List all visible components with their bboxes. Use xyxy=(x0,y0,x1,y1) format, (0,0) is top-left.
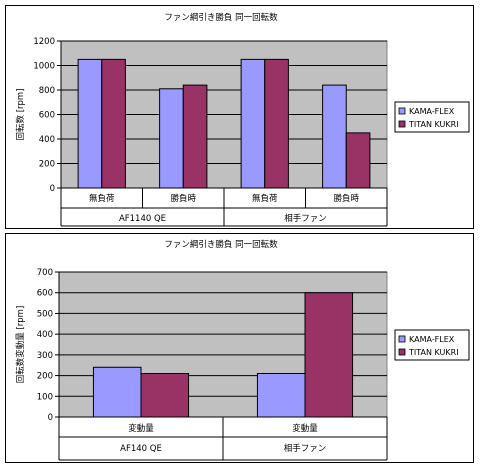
chart-title: ファン綱引き勝負 同一回転数 xyxy=(164,12,278,23)
legend-swatch xyxy=(398,107,406,115)
legend-label: TITAN KUKRI xyxy=(408,348,459,357)
y-tick-label: 0 xyxy=(50,184,55,194)
bar-titan-kukri xyxy=(182,84,208,189)
bar-kama-flex xyxy=(240,58,266,189)
group-label: 相手ファン xyxy=(284,213,327,224)
category-label: 無負荷 xyxy=(252,193,278,204)
category-label: 変動量 xyxy=(128,423,154,434)
y-tick-label: 100 xyxy=(37,392,53,402)
chart-panel-bottom: ファン綱引き勝負 同一回転数 0 100 200 300 400 500 600 700 回転数変… xyxy=(5,233,474,463)
bar-titan-kukri xyxy=(264,58,289,189)
y-tick-label: 1000 xyxy=(33,62,55,72)
bar-kama-flex xyxy=(256,373,306,418)
bar-kama-flex xyxy=(77,58,103,189)
y-tick-label: 700 xyxy=(37,268,53,278)
y-tick-label: 200 xyxy=(39,160,55,170)
category-label: 無負荷 xyxy=(89,193,115,204)
legend-swatch xyxy=(398,335,406,343)
y-tick-label: 400 xyxy=(39,135,55,145)
y-tick-label: 600 xyxy=(37,289,53,299)
bar-titan-kukri xyxy=(304,292,354,418)
bar-titan-kukri xyxy=(101,58,126,189)
y-tick-label: 0 xyxy=(48,413,53,423)
bar-kama-flex xyxy=(92,366,142,418)
legend-box xyxy=(394,101,470,133)
category-label: 勝負時 xyxy=(333,193,359,204)
y-tick-label: 300 xyxy=(37,351,53,361)
y-axis-label: 回転数変動量 [rpm] xyxy=(15,306,26,384)
legend-label: TITAN KUKRI xyxy=(408,120,459,129)
y-tick-label: 400 xyxy=(37,330,53,340)
bar-kama-flex xyxy=(322,84,347,189)
group-label: AF140 QE xyxy=(120,444,162,454)
chart-bottom: ファン綱引き勝負 同一回転数 0 100 200 300 400 500 600 700 回転数変… xyxy=(15,239,470,461)
bar-titan-kukri xyxy=(140,373,190,418)
bar-kama-flex xyxy=(159,88,184,189)
chart-panel-top: ファン綱引き勝負 同一回転数 0 200 400 600 800 1000 1200 回転数 [… xyxy=(5,5,474,229)
legend-swatch xyxy=(398,348,406,356)
legend-label: KAMA-FLEX xyxy=(409,107,455,116)
chart-title: ファン綱引き勝負 同一回転数 xyxy=(164,239,278,250)
legend-swatch xyxy=(398,120,406,128)
bar-titan-kukri xyxy=(345,132,371,189)
category-label: 変動量 xyxy=(292,423,318,434)
y-axis-label: 回転数 [rpm] xyxy=(15,88,26,140)
y-tick-label: 800 xyxy=(39,86,55,96)
group-label: AF1140 QE xyxy=(119,214,166,224)
category-label: 勝負時 xyxy=(170,193,196,204)
y-tick-label: 500 xyxy=(37,309,53,319)
y-tick-label: 200 xyxy=(37,372,53,382)
chart-top: ファン綱引き勝負 同一回転数 0 200 400 600 800 1000 1200 回転数 [… xyxy=(15,12,470,227)
group-label: 相手ファン xyxy=(284,443,327,454)
legend-box xyxy=(394,329,470,361)
y-tick-label: 600 xyxy=(39,111,55,121)
legend-label: KAMA-FLEX xyxy=(409,335,455,344)
y-tick-label: 1200 xyxy=(33,37,55,47)
